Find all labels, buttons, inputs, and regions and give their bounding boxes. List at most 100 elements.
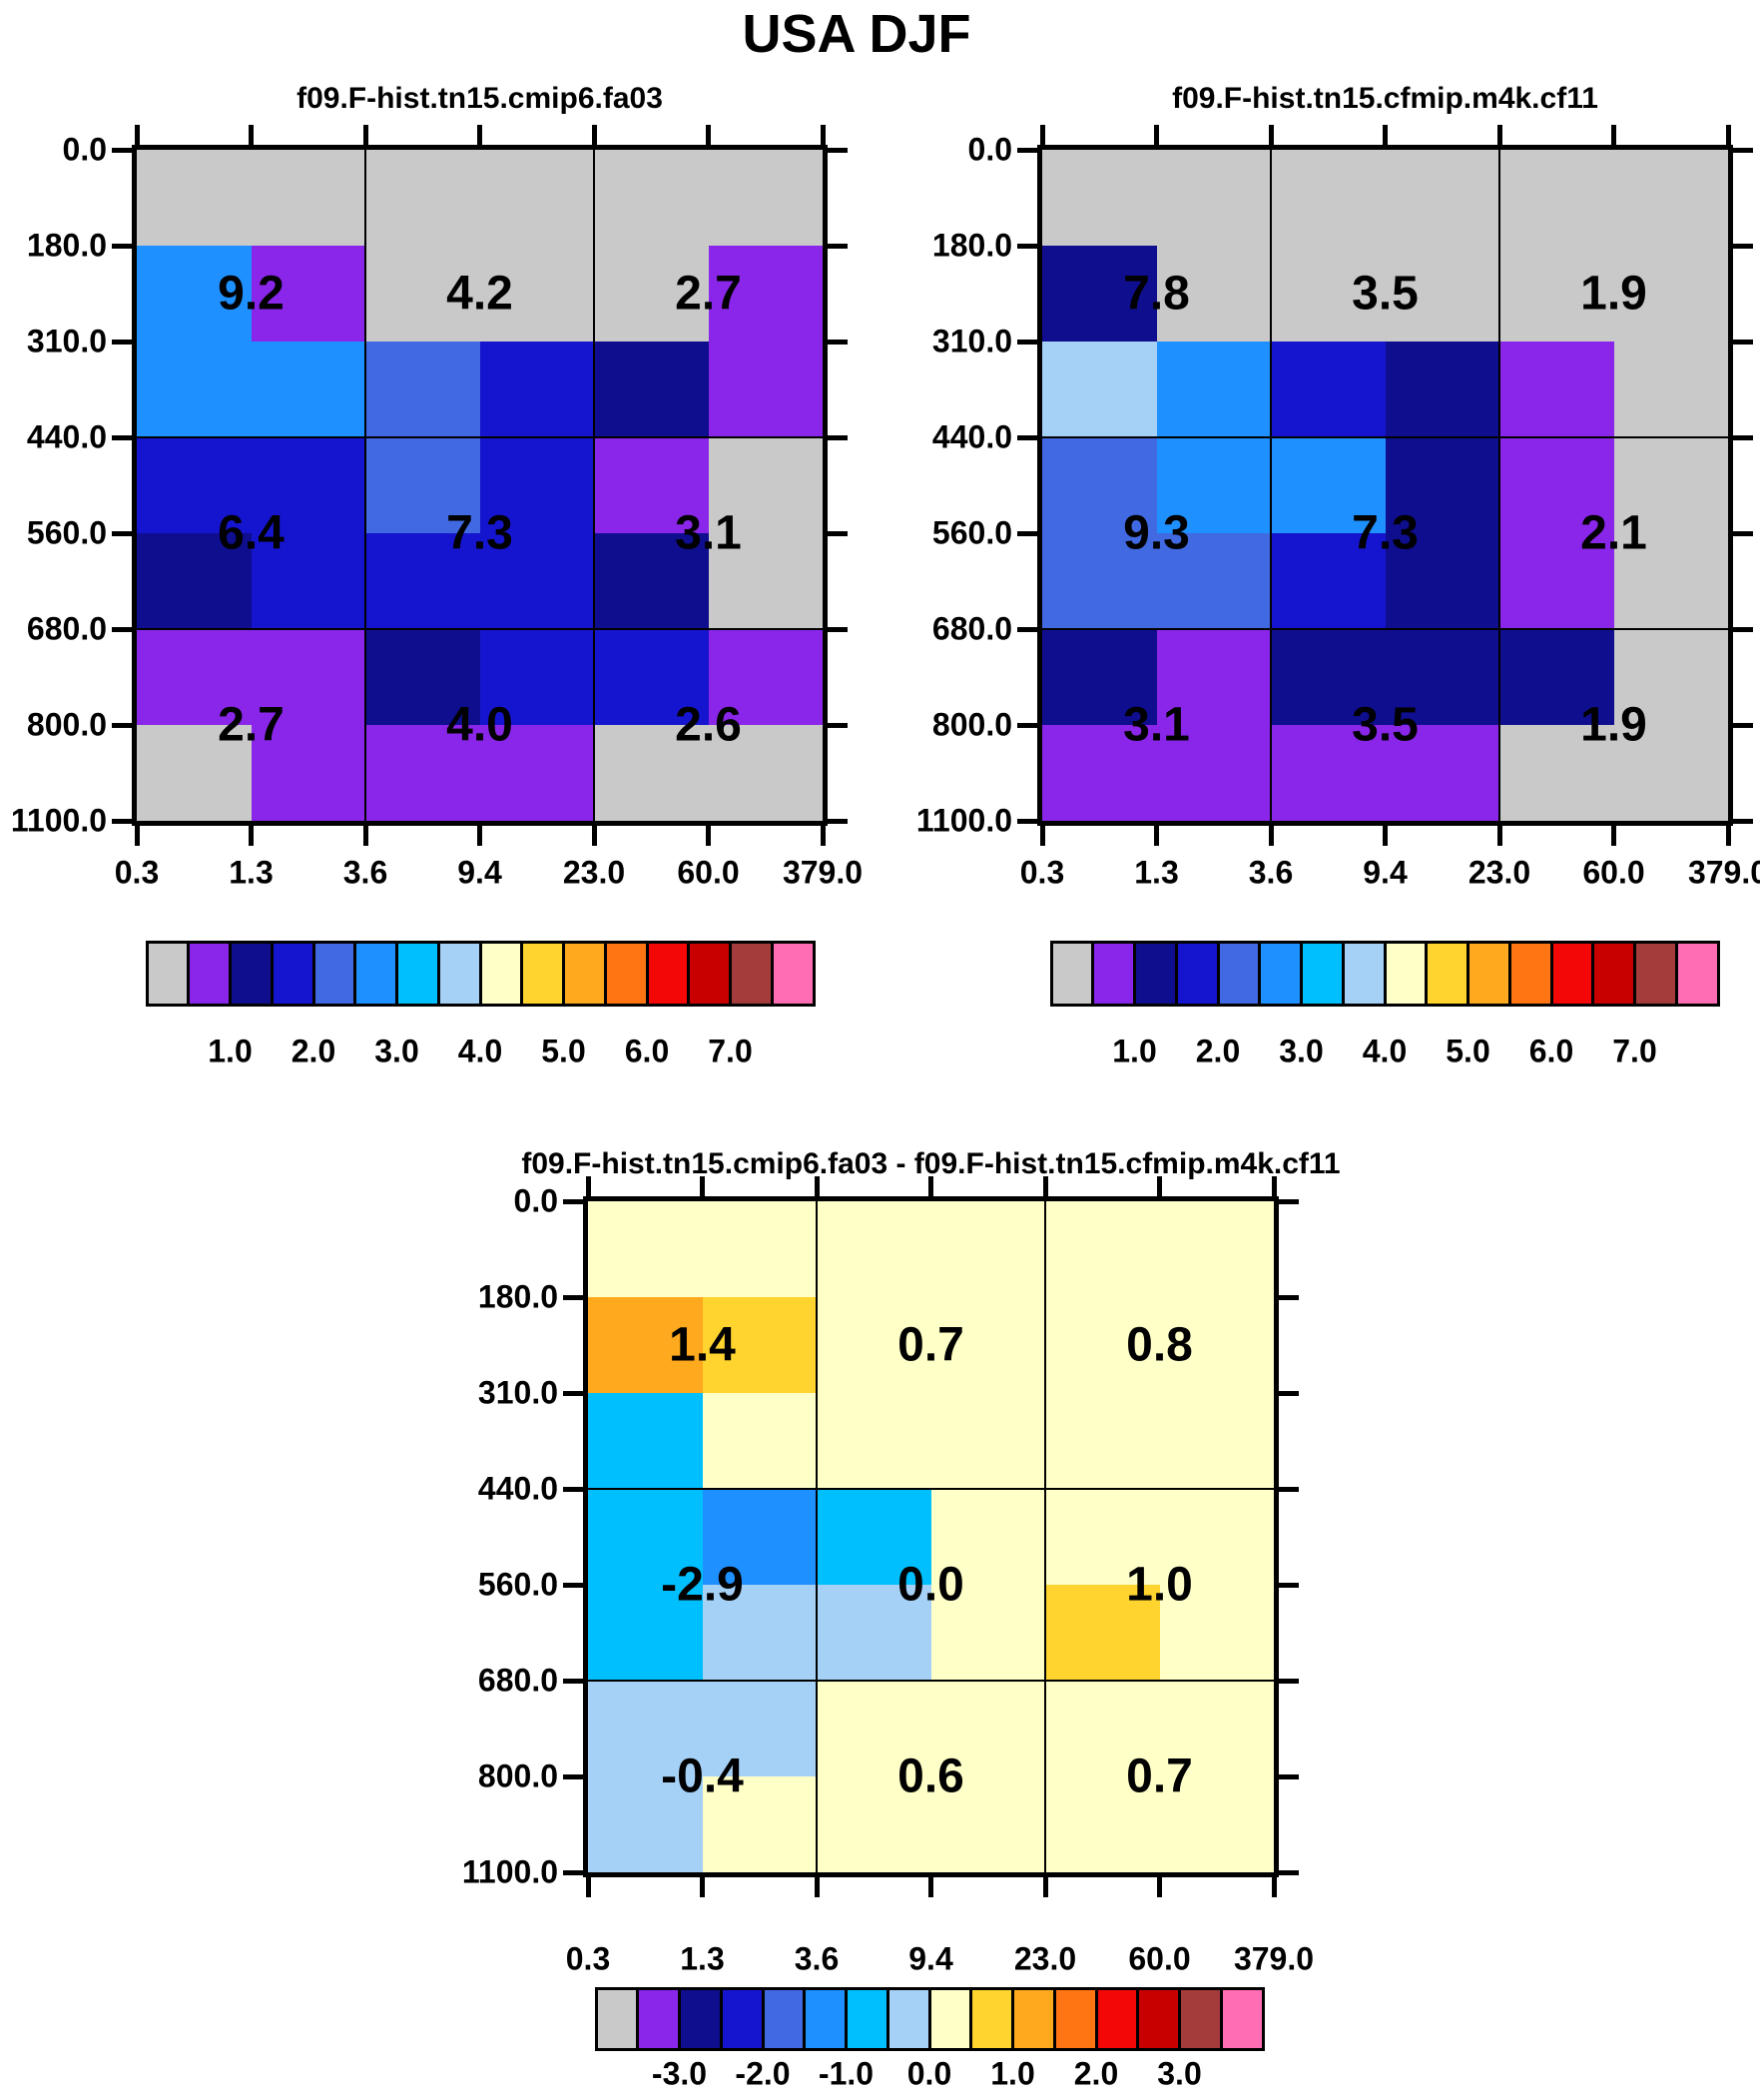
y-tick-mark	[1733, 434, 1753, 440]
colorbar-tick-label: 1.0	[990, 2055, 1035, 2092]
y-tick-label: 800.0	[931, 706, 1012, 743]
y-tick-mark	[1279, 1294, 1299, 1300]
heatmap-cell	[588, 1585, 704, 1682]
colorbar-tick-label: 6.0	[624, 1033, 670, 1069]
heatmap-cell	[1159, 1776, 1275, 1873]
y-tick-mark	[828, 530, 848, 536]
heatmap-cell	[479, 150, 595, 247]
y-tick-mark	[828, 147, 848, 153]
x-tick-label: 23.0	[562, 854, 626, 891]
heatmap-cell	[1385, 725, 1500, 822]
y-tick-mark	[1017, 722, 1037, 728]
colorbar-swatch	[270, 941, 315, 1007]
heatmap-cell	[137, 629, 253, 726]
heatmap-cell	[1042, 437, 1158, 534]
heatmap-cell	[1271, 437, 1387, 534]
colorbar-swatch	[1549, 941, 1595, 1007]
heatmap-cell	[1159, 1297, 1275, 1394]
y-tick-mark	[1733, 147, 1753, 153]
block-mean-label: 0.7	[1126, 1750, 1193, 1803]
heatmap-cell	[1271, 150, 1387, 247]
x-tick-mark	[820, 826, 826, 846]
x-tick-mark	[134, 125, 140, 145]
heatmap-cell	[708, 725, 824, 822]
x-tick-label: 3.6	[1248, 854, 1294, 891]
x-tick-label: 1.3	[229, 854, 274, 891]
heatmap-cell	[1045, 1201, 1161, 1298]
block-mean-label: 3.5	[1352, 698, 1419, 752]
heatmap-cell	[365, 150, 481, 247]
x-tick-mark	[928, 1877, 933, 1897]
colorbar-swatch	[678, 1987, 723, 2051]
y-tick-label: 180.0	[931, 227, 1012, 264]
x-tick-mark	[1039, 826, 1045, 846]
x-tick-mark	[814, 1877, 820, 1897]
heatmap-cell	[137, 342, 253, 438]
heatmap-cell	[1159, 1393, 1275, 1490]
x-tick-mark	[820, 125, 826, 145]
y-tick-mark	[1733, 339, 1753, 345]
y-tick-mark	[112, 147, 132, 153]
panel-title: f09.F-hist.tn15.cfmip.m4k.cf11	[1172, 82, 1598, 115]
block-mean-label: 7.3	[1352, 506, 1419, 560]
colorbar-swatch	[520, 941, 565, 1007]
y-tick-label: 680.0	[931, 610, 1012, 647]
heatmap-cell	[702, 1201, 818, 1298]
x-tick-mark	[362, 125, 368, 145]
heatmap-cell	[594, 342, 710, 438]
colorbar-swatch	[436, 941, 482, 1007]
y-tick-mark	[1017, 530, 1037, 536]
y-tick-mark	[1017, 626, 1037, 632]
y-tick-label: 180.0	[477, 1278, 558, 1315]
colorbar-swatch	[311, 941, 357, 1007]
block-mean-label: 3.1	[675, 506, 742, 560]
heatmap-cell	[1156, 725, 1272, 822]
x-tick-mark	[1268, 826, 1274, 846]
heatmap-cell	[1045, 1585, 1161, 1682]
block-mean-label: 2.7	[675, 267, 742, 321]
x-tick-mark	[1268, 125, 1274, 145]
y-tick-label: 800.0	[477, 1757, 558, 1794]
colorbar-swatch	[1091, 941, 1136, 1007]
y-tick-mark	[563, 1294, 583, 1300]
y-tick-label: 440.0	[931, 418, 1012, 455]
heatmap-cell	[1613, 246, 1729, 343]
y-tick-mark	[563, 1869, 583, 1875]
x-tick-mark	[1154, 125, 1159, 145]
heatmap-cell	[1613, 629, 1729, 726]
block-divider-vertical	[1498, 150, 1500, 821]
heatmap-cell	[1385, 533, 1500, 630]
x-tick-mark	[249, 125, 254, 145]
colorbar-swatch	[1136, 1987, 1181, 2051]
block-divider-vertical	[364, 150, 366, 821]
block-mean-label: 7.8	[1123, 267, 1190, 321]
heatmap-cell	[702, 1489, 818, 1586]
colorbar-tick-label: 3.0	[1279, 1033, 1324, 1069]
block-mean-label: 4.0	[446, 698, 513, 752]
colorbar-tick-label: 4.0	[1362, 1033, 1408, 1069]
block-mean-label: 1.4	[669, 1318, 736, 1372]
heatmap-cell	[588, 1681, 704, 1777]
block-mean-label: 2.7	[218, 698, 285, 752]
heatmap-cell	[817, 1393, 932, 1490]
colorbar-swatch	[1591, 941, 1636, 1007]
x-tick-label: 379.0	[1233, 1940, 1315, 1977]
colorbar-swatch	[1049, 941, 1095, 1007]
y-tick-mark	[1017, 339, 1037, 345]
x-tick-mark	[591, 826, 597, 846]
y-tick-label: 560.0	[931, 514, 1012, 551]
heatmap-cell	[708, 629, 824, 726]
heatmap-cell	[594, 437, 710, 534]
heatmap-cell	[479, 246, 595, 343]
x-tick-mark	[1039, 125, 1045, 145]
block-mean-label: 1.9	[1580, 267, 1647, 321]
heatmap-cell	[817, 1681, 932, 1777]
heatmap-cell	[1385, 629, 1500, 726]
y-tick-mark	[1733, 722, 1753, 728]
colorbar-swatch	[187, 941, 232, 1007]
x-tick-mark	[1154, 826, 1159, 846]
y-tick-mark	[1279, 1773, 1299, 1779]
x-tick-mark	[1611, 125, 1616, 145]
x-tick-label: 60.0	[677, 854, 740, 891]
x-tick-mark	[706, 826, 711, 846]
